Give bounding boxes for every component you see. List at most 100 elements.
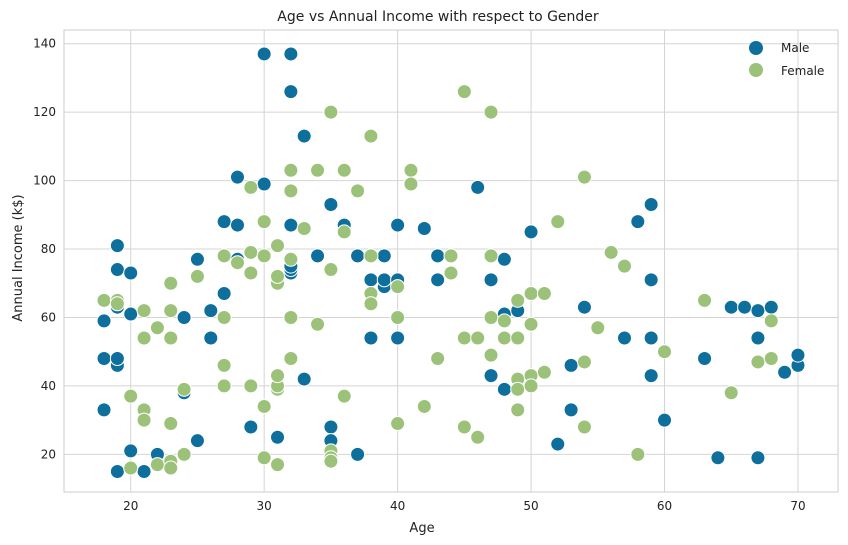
x-tick-label: 40 — [390, 499, 405, 513]
data-point-female — [430, 351, 446, 367]
data-point-female — [523, 316, 539, 332]
data-point-male — [243, 419, 259, 435]
data-point-male — [616, 330, 632, 346]
data-point-male — [750, 303, 766, 319]
data-point-male — [189, 251, 205, 267]
data-point-female — [403, 176, 419, 192]
data-point-female — [323, 104, 339, 120]
data-point-male — [710, 450, 726, 466]
data-point-male — [350, 248, 366, 264]
x-tick-labels: 20 30 40 50 60 70 — [123, 499, 806, 513]
data-point-female — [456, 84, 472, 100]
data-point-female — [697, 292, 713, 308]
data-point-male — [657, 412, 673, 428]
y-tick-labels: 20 40 60 80 100 120 140 — [33, 37, 56, 462]
data-point-female — [136, 303, 152, 319]
data-point-male — [270, 429, 286, 445]
data-point-male — [310, 248, 326, 264]
data-point-male — [643, 330, 659, 346]
data-point-male — [763, 299, 779, 315]
data-point-female — [483, 309, 499, 325]
data-point-male — [470, 179, 486, 195]
data-point-male — [550, 436, 566, 452]
x-tick-label: 20 — [123, 499, 138, 513]
data-point-male — [390, 330, 406, 346]
data-point-female — [189, 268, 205, 284]
data-point-male — [496, 251, 512, 267]
data-point-male — [229, 217, 245, 233]
y-tick-label: 100 — [33, 174, 56, 188]
data-point-male — [176, 309, 192, 325]
data-point-female — [163, 416, 179, 432]
legend-marker-female — [749, 63, 763, 77]
data-point-female — [403, 162, 419, 178]
data-point-female — [616, 258, 632, 274]
data-point-female — [163, 460, 179, 476]
data-point-female — [603, 244, 619, 260]
data-point-female — [390, 309, 406, 325]
data-point-female — [163, 330, 179, 346]
data-point-female — [270, 457, 286, 473]
data-point-female — [496, 330, 512, 346]
data-point-female — [283, 183, 299, 199]
data-point-female — [149, 320, 165, 336]
data-point-female — [576, 419, 592, 435]
data-point-male — [790, 347, 806, 363]
data-point-female — [483, 248, 499, 264]
data-point-male — [643, 368, 659, 384]
data-point-female — [496, 313, 512, 329]
data-point-female — [256, 214, 272, 230]
data-point-female — [149, 457, 165, 473]
data-point-female — [390, 279, 406, 295]
data-point-female — [216, 378, 232, 394]
data-point-male — [216, 286, 232, 302]
data-points — [96, 46, 806, 479]
data-point-male — [203, 330, 219, 346]
data-point-male — [430, 272, 446, 288]
data-point-female — [456, 330, 472, 346]
data-point-male — [123, 265, 139, 281]
x-tick-label: 60 — [657, 499, 672, 513]
data-point-female — [483, 347, 499, 363]
data-point-female — [270, 368, 286, 384]
data-point-male — [296, 371, 312, 387]
data-point-male — [323, 197, 339, 213]
data-point-female — [763, 313, 779, 329]
data-point-male — [777, 364, 793, 380]
data-point-male — [523, 224, 539, 240]
data-point-female — [283, 351, 299, 367]
data-point-female — [750, 354, 766, 370]
data-point-male — [376, 248, 392, 264]
data-point-male — [750, 330, 766, 346]
data-point-female — [536, 364, 552, 380]
legend-marker-male — [749, 41, 763, 55]
data-point-female — [229, 255, 245, 271]
data-point-male — [390, 217, 406, 233]
data-point-female — [443, 265, 459, 281]
legend-label-female: Female — [781, 64, 824, 78]
data-point-female — [510, 330, 526, 346]
data-point-female — [243, 244, 259, 260]
data-point-female — [163, 303, 179, 319]
data-point-male — [643, 272, 659, 288]
data-point-female — [283, 309, 299, 325]
data-point-male — [189, 433, 205, 449]
data-point-male — [416, 220, 432, 236]
data-point-female — [390, 416, 406, 432]
x-tick-label: 30 — [257, 499, 272, 513]
data-point-male — [376, 272, 392, 288]
data-point-male — [283, 46, 299, 62]
data-point-female — [763, 351, 779, 367]
data-point-female — [283, 251, 299, 267]
data-point-female — [216, 357, 232, 373]
data-point-female — [336, 388, 352, 404]
data-point-male — [563, 402, 579, 418]
data-point-male — [363, 272, 379, 288]
data-point-male — [563, 357, 579, 373]
data-point-female — [510, 292, 526, 308]
legend: Male Female — [749, 41, 824, 78]
data-point-male — [697, 351, 713, 367]
data-point-female — [416, 398, 432, 414]
data-point-female — [96, 292, 112, 308]
